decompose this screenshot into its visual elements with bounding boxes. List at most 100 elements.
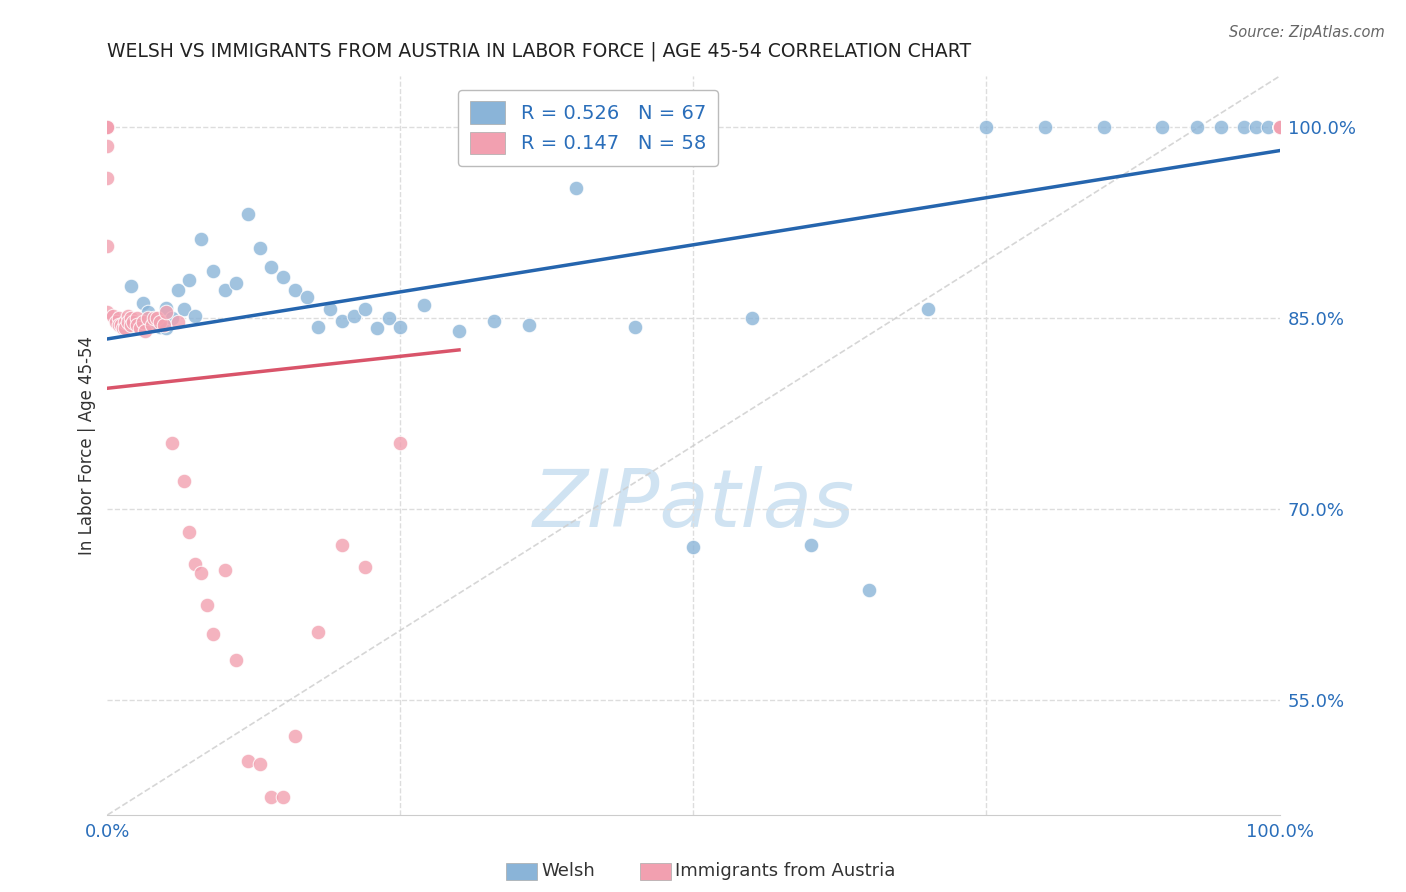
Point	[354, 302, 377, 317]
Text: Welsh: Welsh	[541, 863, 595, 880]
Point	[160, 436, 183, 450]
Point	[1268, 120, 1291, 135]
Point	[412, 298, 434, 312]
Point	[482, 314, 505, 328]
Point	[96, 238, 118, 252]
Point	[114, 321, 136, 335]
Point	[1268, 120, 1291, 135]
Point	[1268, 120, 1291, 135]
Point	[125, 318, 148, 332]
Point	[1233, 120, 1256, 135]
Point	[1268, 120, 1291, 135]
Point	[1268, 120, 1291, 135]
Point	[225, 276, 247, 290]
Point	[858, 582, 880, 597]
Point	[271, 270, 294, 285]
Point	[1268, 120, 1291, 135]
Point	[800, 538, 823, 552]
Point	[236, 755, 259, 769]
Point	[917, 302, 939, 317]
Point	[120, 311, 142, 326]
Point	[249, 241, 271, 255]
Point	[225, 652, 247, 666]
Point	[1268, 120, 1291, 135]
Point	[160, 311, 183, 326]
Point	[96, 120, 118, 135]
Point	[125, 311, 148, 326]
Point	[190, 232, 212, 246]
Point	[131, 315, 153, 329]
Point	[1268, 120, 1291, 135]
Point	[120, 279, 142, 293]
Point	[138, 305, 160, 319]
Point	[120, 318, 142, 332]
Point	[1244, 120, 1267, 135]
Point	[96, 139, 118, 153]
Point	[96, 120, 118, 135]
Point	[122, 315, 145, 329]
Point	[143, 314, 166, 328]
Point	[103, 309, 125, 323]
Point	[624, 320, 647, 334]
Point	[149, 320, 172, 334]
Point	[134, 324, 156, 338]
Point	[155, 305, 177, 319]
Point	[104, 315, 127, 329]
Point	[173, 475, 195, 489]
Point	[1268, 120, 1291, 135]
Point	[166, 283, 188, 297]
Point	[190, 566, 212, 580]
Point	[141, 318, 163, 332]
Point	[271, 790, 294, 805]
Point	[1268, 120, 1291, 135]
Point	[110, 318, 132, 332]
Point	[517, 318, 540, 332]
Point	[741, 311, 763, 326]
Point	[342, 309, 364, 323]
Point	[1209, 120, 1232, 135]
Point	[214, 563, 236, 577]
Point	[260, 260, 283, 275]
Point	[1268, 120, 1291, 135]
Point	[129, 321, 152, 335]
Text: Source: ZipAtlas.com: Source: ZipAtlas.com	[1229, 25, 1385, 40]
Point	[295, 289, 318, 303]
Point	[131, 296, 153, 310]
Point	[179, 525, 201, 540]
Point	[1268, 120, 1291, 135]
Point	[201, 264, 224, 278]
Point	[1152, 120, 1174, 135]
Point	[149, 315, 172, 329]
Point	[138, 311, 160, 326]
Point	[330, 538, 353, 552]
Point	[330, 314, 353, 328]
Point	[155, 301, 177, 315]
Point	[319, 302, 342, 317]
Point	[96, 171, 118, 186]
Point	[96, 120, 118, 135]
Point	[108, 318, 131, 332]
Point	[447, 324, 470, 338]
Text: WELSH VS IMMIGRANTS FROM AUSTRIA IN LABOR FORCE | AGE 45-54 CORRELATION CHART: WELSH VS IMMIGRANTS FROM AUSTRIA IN LABO…	[107, 42, 972, 62]
Point	[682, 541, 704, 555]
Point	[1268, 120, 1291, 135]
Point	[976, 120, 998, 135]
Point	[179, 273, 201, 287]
Point	[184, 557, 207, 571]
Point	[1268, 120, 1291, 135]
Text: Immigrants from Austria: Immigrants from Austria	[675, 863, 896, 880]
Point	[1092, 120, 1115, 135]
Point	[389, 436, 412, 450]
Point	[284, 729, 307, 743]
Point	[565, 181, 588, 195]
Point	[1257, 120, 1279, 135]
Point	[1268, 120, 1291, 135]
Point	[166, 315, 188, 329]
Point	[1033, 120, 1056, 135]
Point	[108, 311, 131, 326]
Point	[1268, 120, 1291, 135]
Point	[284, 283, 307, 297]
Point	[214, 283, 236, 297]
Point	[249, 757, 271, 772]
Legend: R = 0.526   N = 67, R = 0.147   N = 58: R = 0.526 N = 67, R = 0.147 N = 58	[458, 89, 717, 166]
